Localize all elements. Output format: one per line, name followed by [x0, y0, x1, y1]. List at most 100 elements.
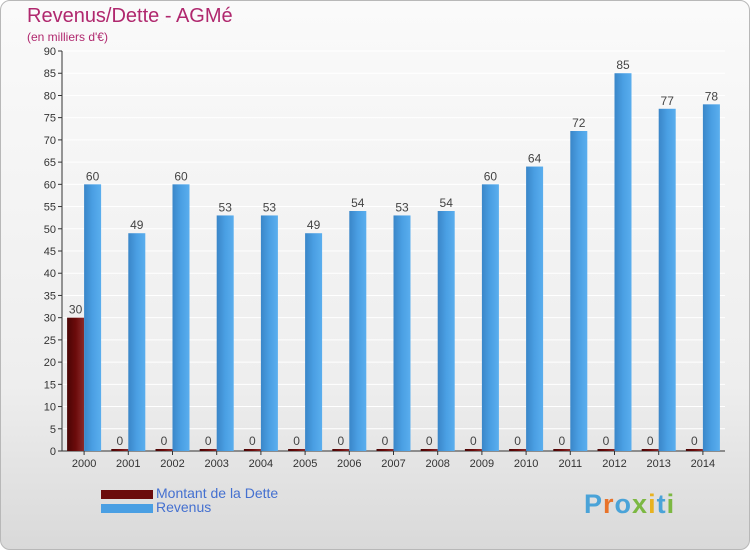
y-tick-label: 65 — [44, 157, 56, 169]
bar-revenue — [305, 233, 323, 451]
data-label-debt: 0 — [470, 434, 477, 448]
data-label-revenue: 77 — [661, 94, 675, 108]
data-label-debt: 0 — [514, 434, 521, 448]
data-label-revenue: 53 — [395, 200, 409, 214]
bar-debt — [199, 449, 217, 451]
x-tick-label: 2011 — [558, 458, 582, 470]
x-tick-label: 2002 — [160, 458, 184, 470]
data-label-debt: 0 — [249, 434, 256, 448]
bar-debt — [111, 449, 129, 451]
y-tick-label: 40 — [44, 268, 56, 280]
bar-revenue — [84, 184, 102, 452]
chart-subtitle: (en milliers d'€) — [27, 30, 108, 44]
bar-debt — [685, 449, 703, 451]
data-label-revenue: 60 — [86, 169, 100, 183]
data-label-debt: 0 — [337, 434, 344, 448]
bar-revenue — [260, 215, 278, 451]
bar-debt — [67, 317, 85, 451]
bar-revenue — [437, 211, 455, 451]
data-label-debt: 0 — [691, 434, 698, 448]
y-tick-label: 30 — [44, 313, 56, 325]
y-tick-label: 60 — [44, 179, 56, 191]
y-tick-label: 5 — [50, 424, 56, 436]
data-label-revenue: 78 — [705, 89, 719, 103]
x-tick-label: 2013 — [646, 458, 670, 470]
bar-debt — [464, 449, 482, 451]
y-tick-label: 85 — [44, 68, 56, 80]
y-tick-label: 35 — [44, 290, 56, 302]
logo-letter: r — [603, 489, 615, 519]
legend-label-revenue: Revenus — [156, 499, 212, 515]
data-label-revenue: 53 — [219, 200, 233, 214]
legend-swatch-debt — [101, 490, 153, 499]
bar-debt — [332, 449, 350, 451]
bar-debt — [376, 449, 394, 451]
bar-debt — [155, 449, 173, 451]
data-label-debt: 0 — [205, 434, 212, 448]
bar-revenue — [526, 166, 544, 452]
x-tick-label: 2003 — [204, 458, 228, 470]
x-tick-label: 2001 — [116, 458, 140, 470]
bar-revenue — [393, 215, 411, 451]
x-tick-label: 2012 — [602, 458, 626, 470]
data-label-revenue: 60 — [484, 169, 498, 183]
x-tick-label: 2006 — [337, 458, 361, 470]
data-label-debt: 0 — [603, 434, 610, 448]
bar-revenue — [216, 215, 234, 451]
x-tick-label: 2008 — [425, 458, 449, 470]
bar-debt — [243, 449, 261, 451]
logo-letter: P — [584, 489, 604, 519]
y-tick-label: 45 — [44, 246, 56, 258]
y-tick-label: 15 — [44, 379, 56, 391]
y-tick-label: 75 — [44, 113, 56, 125]
data-label-debt: 0 — [382, 434, 389, 448]
logo-letter: i — [648, 489, 657, 519]
y-tick-label: 10 — [44, 402, 56, 414]
bar-revenue — [481, 184, 499, 452]
data-label-debt: 0 — [558, 434, 565, 448]
data-label-revenue: 49 — [307, 218, 321, 232]
bar-revenue — [349, 211, 367, 451]
data-label-revenue: 85 — [616, 58, 630, 72]
logo-letter: o — [614, 489, 633, 519]
data-label-debt: 0 — [426, 434, 433, 448]
x-tick-label: 2005 — [293, 458, 317, 470]
x-tick-label: 2014 — [691, 458, 715, 470]
data-label-debt: 30 — [69, 303, 83, 317]
bar-revenue — [614, 73, 632, 451]
bar-revenue — [172, 184, 190, 452]
bar-debt — [641, 449, 659, 451]
x-tick-label: 2000 — [72, 458, 96, 470]
bar-revenue — [658, 108, 676, 452]
bar-debt — [597, 449, 615, 451]
bar-revenue — [570, 131, 588, 451]
bar-debt — [288, 449, 306, 451]
logo-letter: x — [632, 489, 649, 519]
legend-swatch-revenue — [101, 504, 153, 513]
bar-debt — [553, 449, 571, 451]
data-label-revenue: 72 — [572, 116, 586, 130]
y-tick-label: 50 — [44, 224, 56, 236]
logo-letter: i — [666, 489, 676, 519]
y-tick-label: 70 — [44, 135, 56, 147]
data-label-revenue: 54 — [351, 196, 365, 210]
data-label-revenue: 49 — [130, 218, 144, 232]
y-tick-label: 25 — [44, 335, 56, 347]
logo-letter: t — [656, 489, 667, 519]
y-tick-label: 0 — [50, 446, 56, 458]
bar-revenue — [128, 233, 146, 451]
y-tick-label: 90 — [44, 46, 56, 58]
proxiti-logo: Proxiti — [584, 489, 675, 520]
chart-title: Revenus/Dette - AGMé — [27, 5, 233, 27]
x-tick-label: 2009 — [470, 458, 494, 470]
data-label-debt: 0 — [116, 434, 123, 448]
legend-label-debt: Montant de la Dette — [156, 485, 279, 501]
y-tick-label: 55 — [44, 202, 56, 214]
x-tick-label: 2004 — [249, 458, 273, 470]
bar-debt — [420, 449, 438, 451]
data-label-revenue: 53 — [263, 200, 277, 214]
data-label-revenue: 60 — [174, 169, 188, 183]
data-label-debt: 0 — [647, 434, 654, 448]
